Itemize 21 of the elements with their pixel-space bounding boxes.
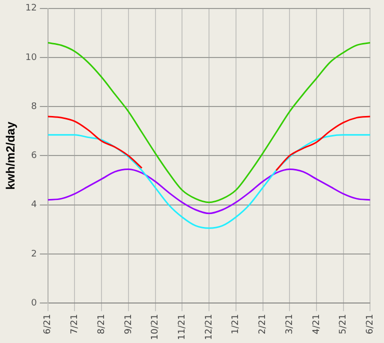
y-tick-label: 0 [31, 298, 38, 308]
x-tick-label: 12/21 [204, 314, 214, 340]
x-tick-label: 10/21 [150, 314, 161, 340]
x-tick-label: 3/21 [284, 314, 295, 334]
y-tick-label: 2 [31, 249, 37, 260]
x-tick-label: 7/21 [70, 314, 80, 334]
y-tick-label: 12 [25, 4, 37, 14]
y-axis-title: kwh/m2/day [4, 121, 18, 190]
x-tick-label: 1/21 [231, 314, 242, 334]
x-tick-label: 8/21 [96, 314, 107, 334]
x-tick-label: 4/21 [312, 314, 322, 334]
y-tick-label: 10 [25, 52, 38, 63]
x-tick-label: 6/21 [366, 314, 376, 334]
y-tick-label: 4 [31, 200, 38, 210]
y-tick-label: 8 [31, 102, 38, 112]
x-tick-label: 5/21 [338, 314, 349, 334]
x-tick-label: 6/21 [43, 314, 54, 334]
x-tick-label: 2/21 [258, 314, 268, 334]
x-tick-label: 11/21 [178, 314, 188, 340]
x-tick-label: 9/21 [124, 314, 134, 334]
y-tick-label: 6 [31, 151, 38, 162]
